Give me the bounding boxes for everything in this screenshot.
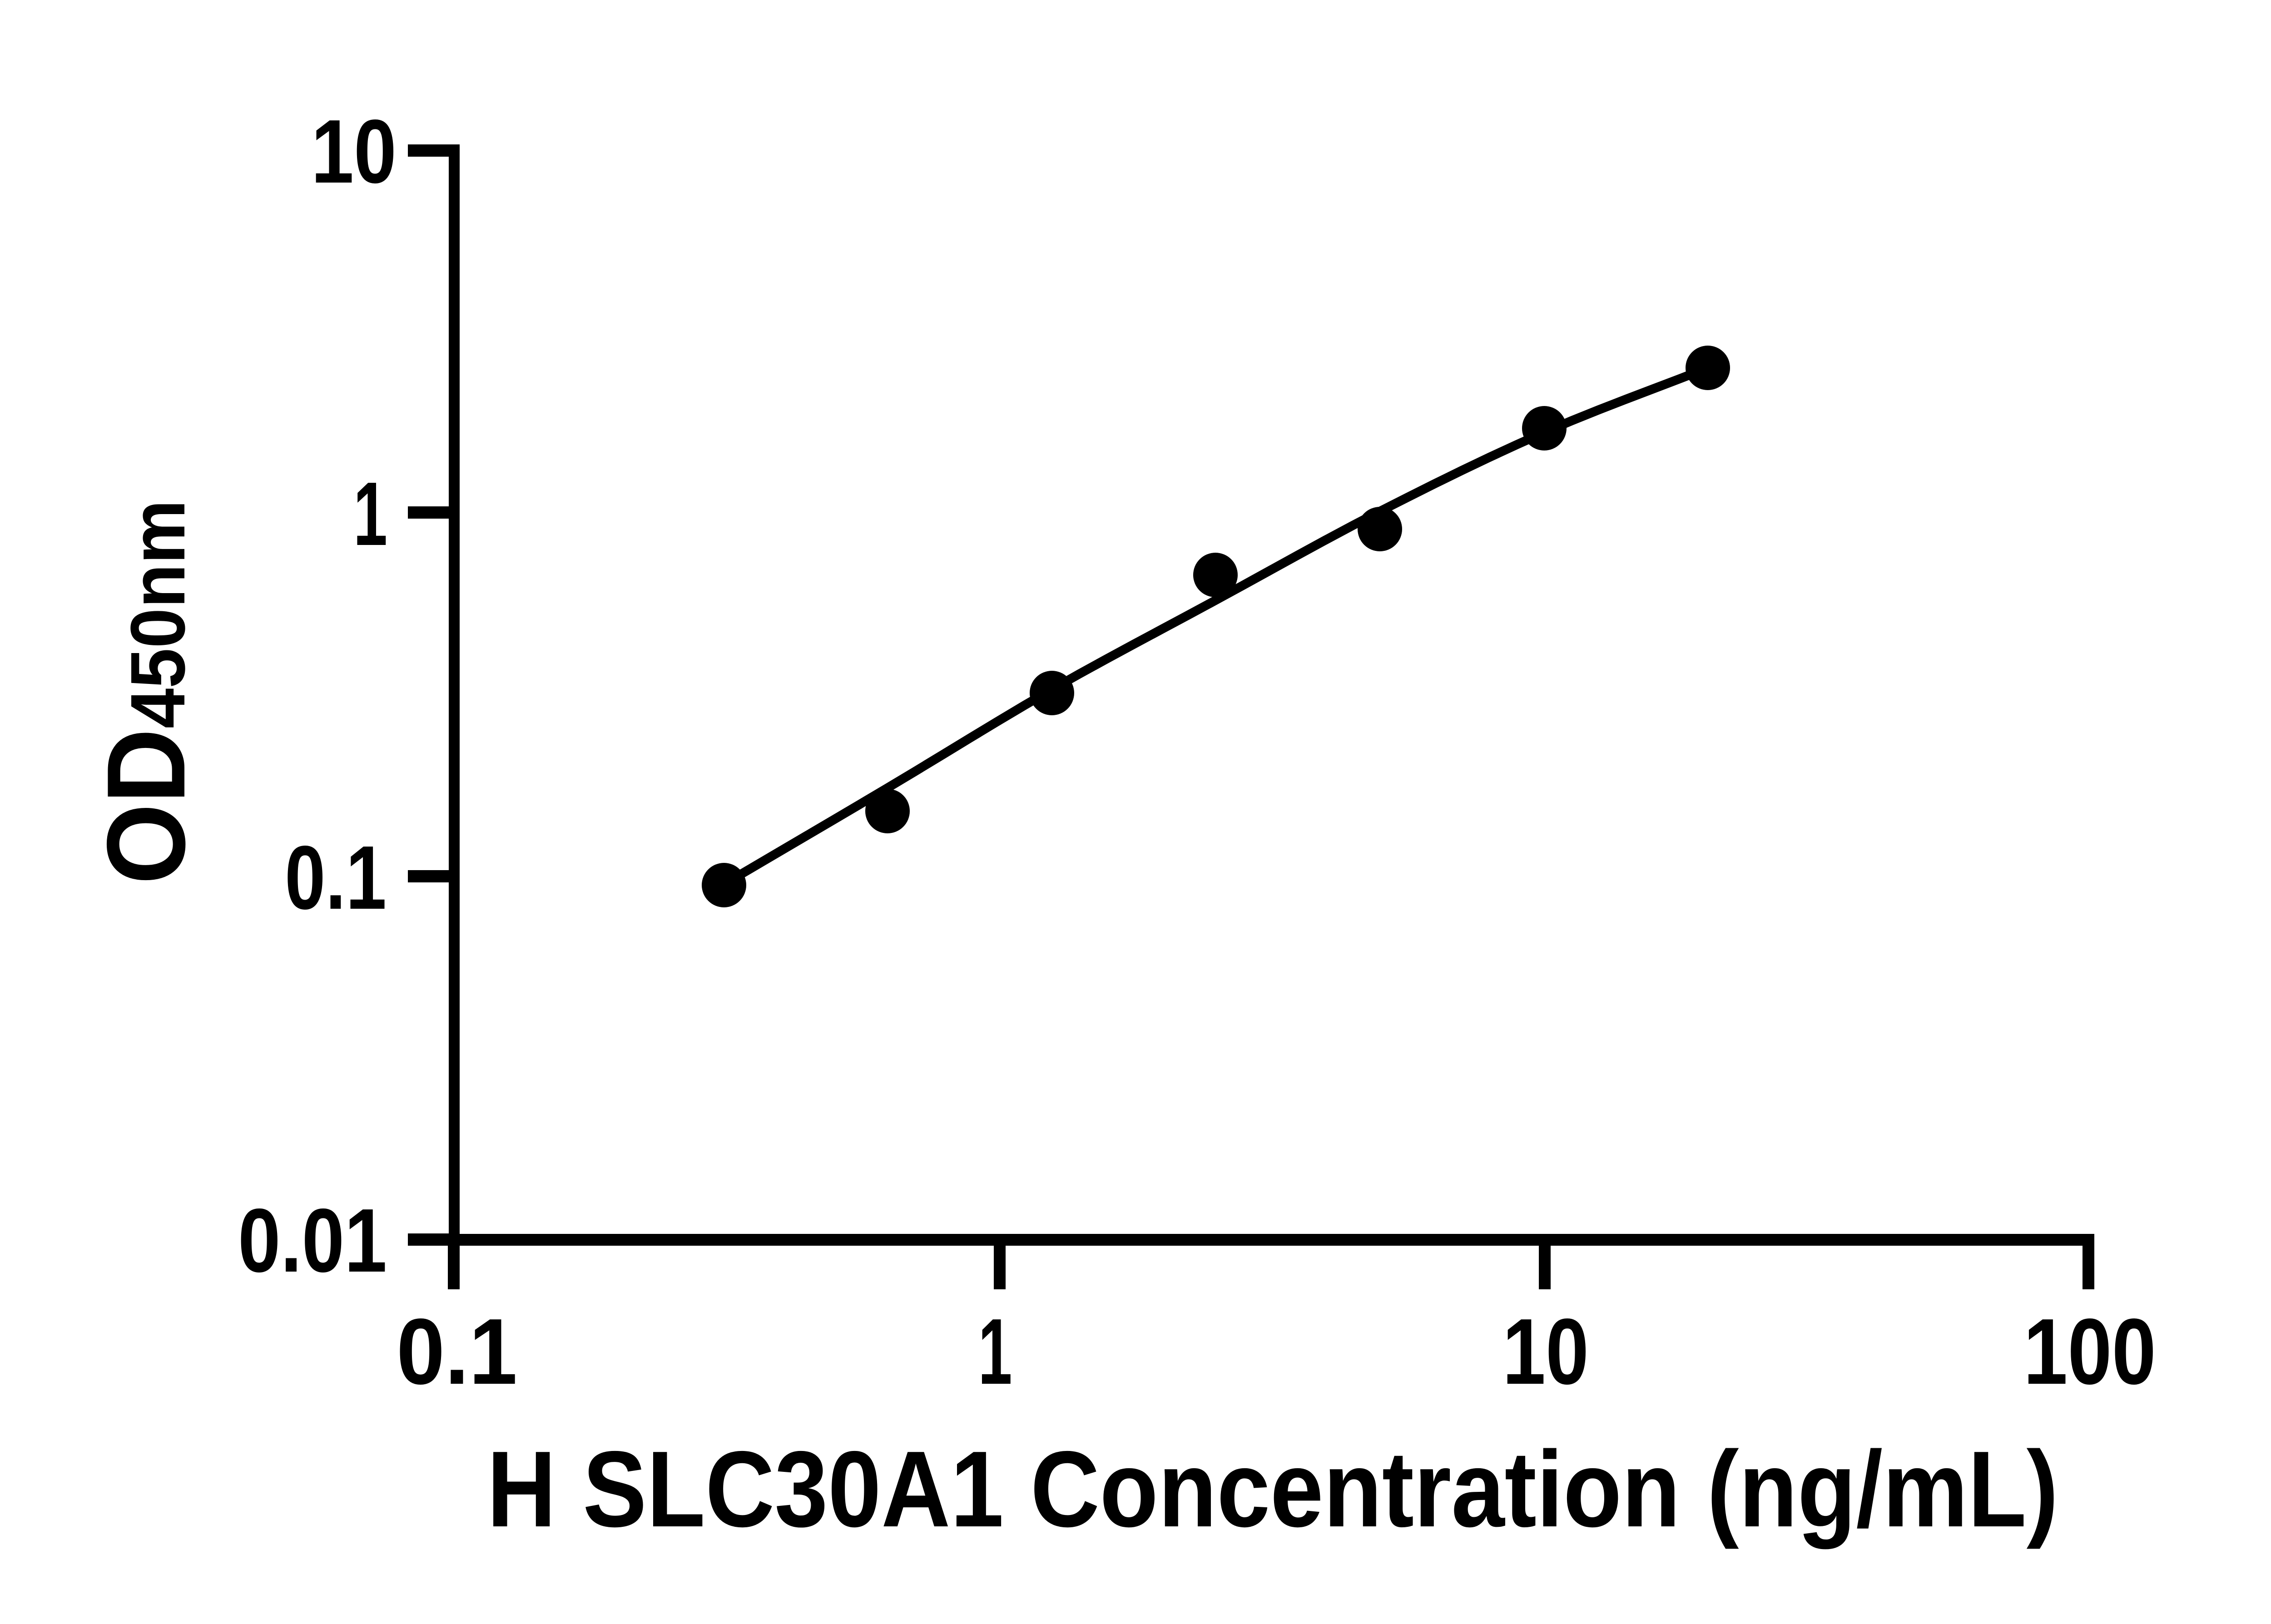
svg-text:OD450nm: OD450nm	[84, 500, 208, 885]
svg-text:100: 100	[2023, 1299, 2156, 1404]
svg-text:10: 10	[1502, 1299, 1589, 1404]
svg-text:1: 1	[978, 1299, 1012, 1404]
svg-text:0.1: 0.1	[397, 1299, 517, 1404]
svg-text:H SLC30A1 Concentration (ng/mL: H SLC30A1 Concentration (ng/mL)	[487, 1429, 2058, 1550]
svg-text:1: 1	[353, 464, 387, 564]
svg-text:10: 10	[311, 101, 397, 202]
svg-text:0.1: 0.1	[285, 827, 387, 928]
svg-text:0.01: 0.01	[238, 1190, 387, 1291]
